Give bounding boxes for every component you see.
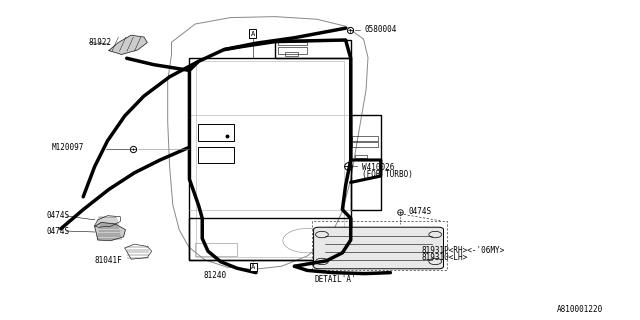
Bar (278, 47, 307, 54)
Bar (352, 136, 378, 141)
Bar (189, 58, 351, 260)
Bar (355, 155, 367, 158)
Bar (275, 40, 351, 58)
Polygon shape (109, 35, 147, 54)
Bar (198, 147, 234, 163)
Text: 0474S: 0474S (46, 212, 69, 220)
Text: 81240: 81240 (204, 271, 227, 280)
Bar (278, 42, 307, 45)
Text: 0580004: 0580004 (365, 25, 397, 34)
Bar (352, 142, 378, 147)
Text: W410026: W410026 (362, 163, 394, 172)
Bar (195, 243, 237, 256)
Text: 819310<LH>: 819310<LH> (421, 253, 467, 262)
Bar (285, 52, 298, 56)
Polygon shape (95, 222, 125, 241)
Bar (351, 115, 381, 210)
Text: M120097: M120097 (51, 143, 84, 152)
Bar (198, 124, 234, 141)
Text: A810001220: A810001220 (557, 305, 603, 314)
Bar (196, 61, 344, 257)
Text: (FOR TURBO): (FOR TURBO) (362, 170, 412, 179)
Text: 81041F: 81041F (95, 256, 122, 265)
Text: DETAIL'A': DETAIL'A' (315, 275, 356, 284)
FancyBboxPatch shape (314, 227, 444, 269)
Text: 0474S: 0474S (46, 227, 69, 236)
Text: 0474S: 0474S (408, 207, 431, 216)
Text: 81922: 81922 (88, 38, 111, 47)
Text: 81931P<RH><-'06MY>: 81931P<RH><-'06MY> (421, 246, 504, 255)
Bar (312, 221, 447, 270)
Text: A: A (252, 264, 255, 270)
Bar (189, 218, 351, 260)
Text: A: A (251, 31, 255, 36)
